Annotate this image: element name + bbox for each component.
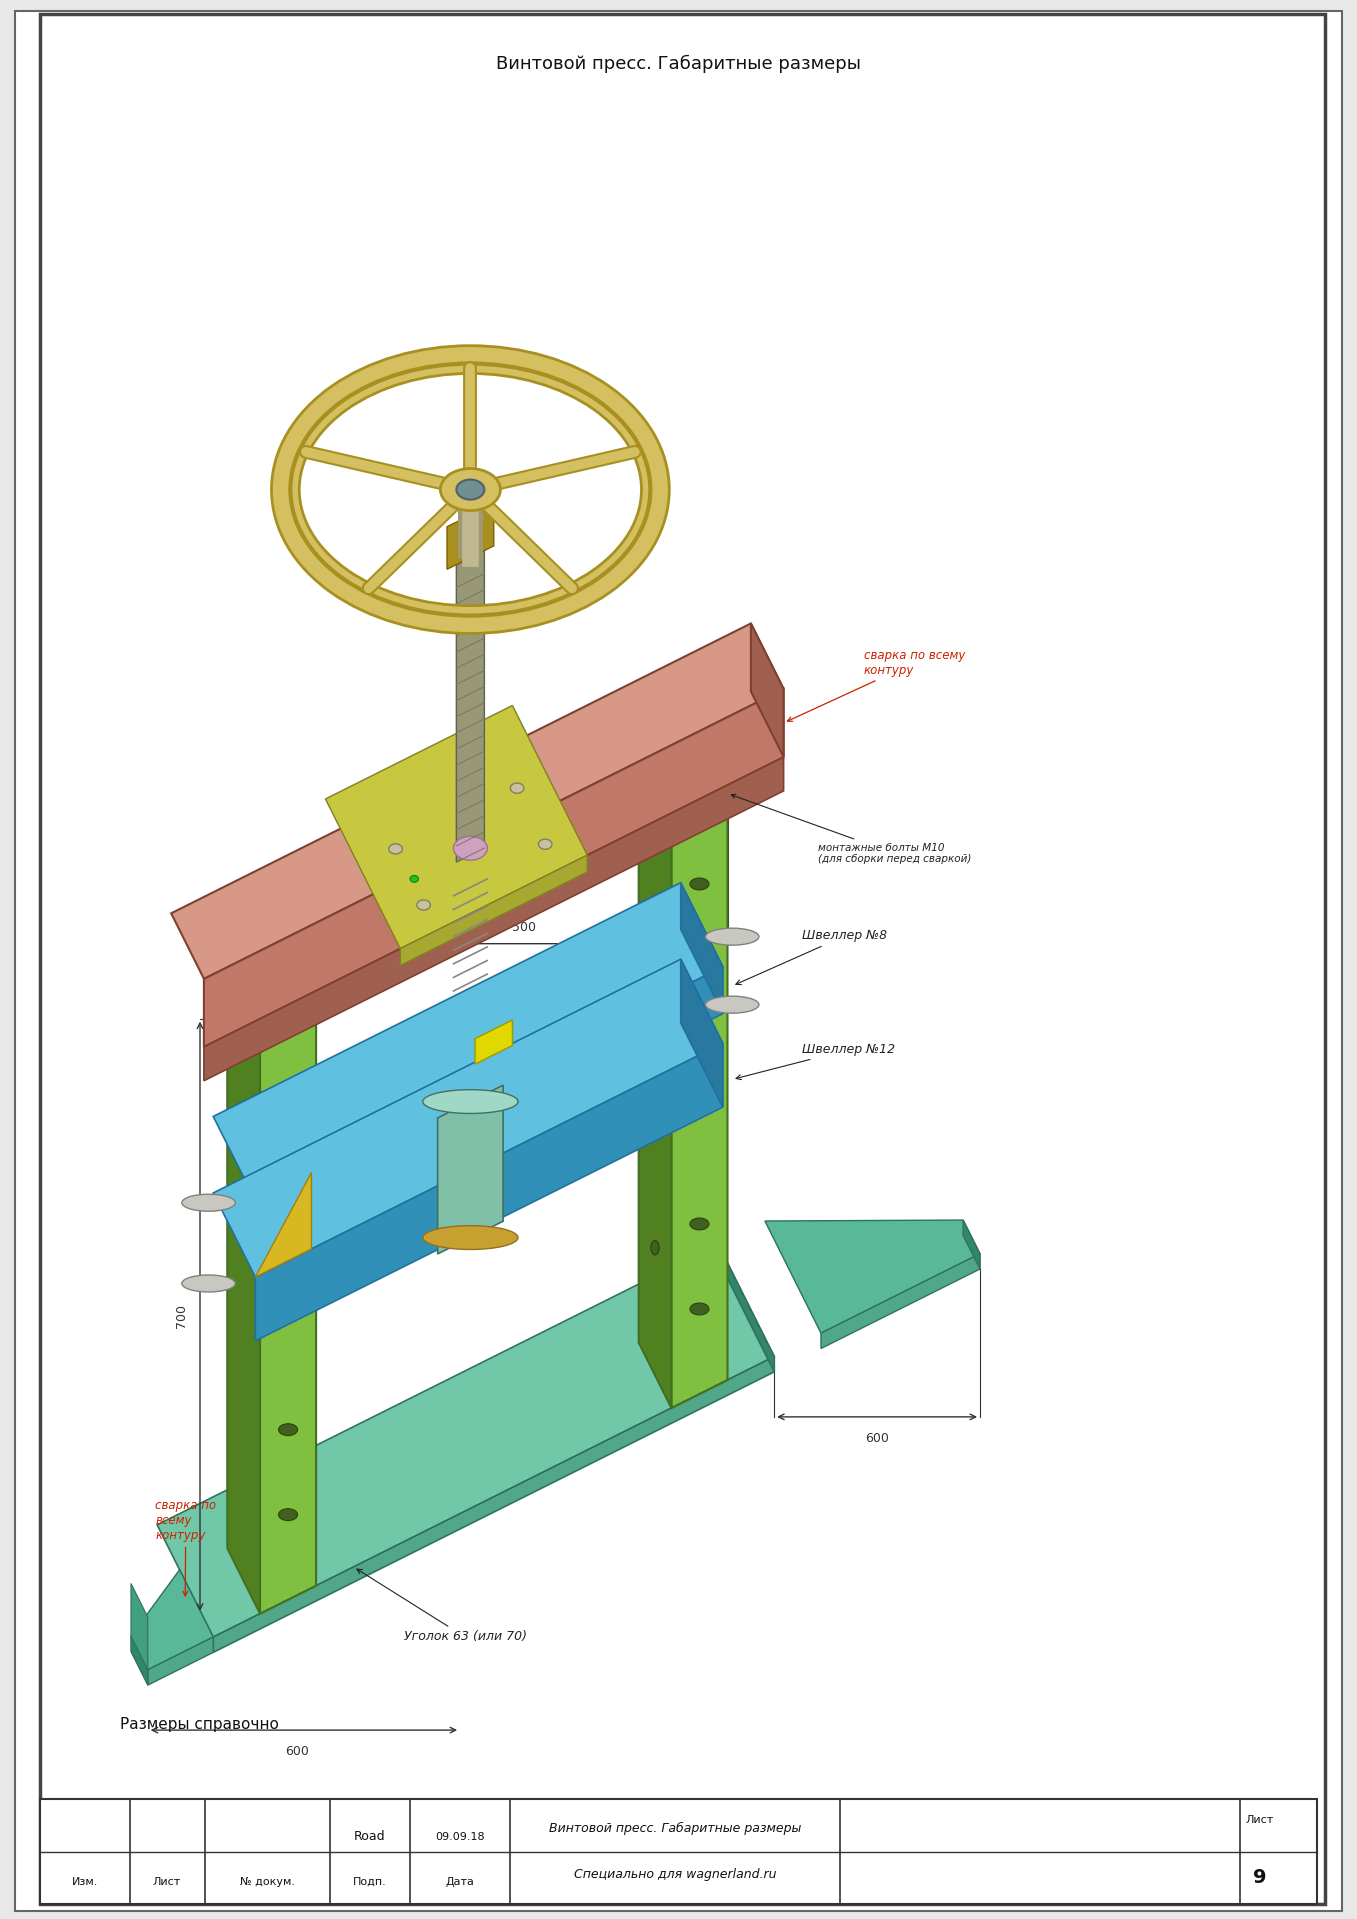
Polygon shape [672,785,727,1409]
Text: 600: 600 [285,1744,309,1758]
Text: сварка по всему
контуру: сварка по всему контуру [787,649,965,722]
Bar [39,1798,1318,1904]
Polygon shape [963,1220,980,1268]
Polygon shape [400,856,588,965]
Text: Швеллер №12: Швеллер №12 [735,1042,896,1080]
Ellipse shape [278,1508,297,1520]
Ellipse shape [182,1274,235,1291]
Polygon shape [639,748,672,1409]
Polygon shape [639,720,727,814]
Polygon shape [204,689,783,1046]
Text: Уголок 63 (или 70): Уголок 63 (или 70) [357,1570,527,1643]
Ellipse shape [388,844,403,854]
Polygon shape [148,1637,213,1685]
Polygon shape [326,706,588,948]
Ellipse shape [423,1090,518,1113]
Ellipse shape [651,816,660,829]
Polygon shape [132,1637,148,1685]
Text: № докум.: № докум. [239,1877,294,1886]
Text: 500: 500 [512,921,536,935]
Ellipse shape [182,1194,235,1211]
Text: Дата: Дата [445,1877,475,1886]
Polygon shape [446,503,494,570]
Polygon shape [765,1220,980,1334]
Polygon shape [255,1173,311,1278]
Text: Подп.: Подп. [353,1877,387,1886]
Ellipse shape [441,468,501,510]
Ellipse shape [278,1169,297,1180]
Polygon shape [227,954,261,1614]
Polygon shape [171,624,783,979]
Polygon shape [132,1570,213,1670]
Ellipse shape [510,783,524,793]
Ellipse shape [689,1219,708,1230]
Ellipse shape [706,996,759,1013]
Ellipse shape [278,1015,297,1029]
Text: 09.09.18: 09.09.18 [436,1831,484,1842]
Polygon shape [681,960,723,1107]
Text: Лист: Лист [1246,1815,1274,1825]
Polygon shape [255,967,723,1247]
Polygon shape [213,883,723,1201]
Text: Road: Road [354,1831,385,1842]
Polygon shape [681,883,723,1013]
Polygon shape [227,925,316,1019]
Text: Швеллер №8: Швеллер №8 [735,929,887,984]
Ellipse shape [706,929,759,946]
Polygon shape [718,1244,775,1372]
Ellipse shape [423,1226,518,1249]
Text: Специально для wagnerland.ru: Специально для wagnerland.ru [574,1867,776,1881]
Text: монтажные болты М10
(для сборки перед сваркой): монтажные болты М10 (для сборки перед св… [731,794,970,864]
Polygon shape [255,1044,723,1341]
Ellipse shape [278,1084,297,1096]
Text: сварка по
всему
контуру: сварка по всему контуру [155,1499,216,1597]
Polygon shape [157,1244,775,1637]
Text: Лист: Лист [153,1877,180,1886]
Ellipse shape [689,810,708,821]
Text: 700: 700 [175,1305,189,1328]
Polygon shape [261,990,316,1614]
Polygon shape [821,1253,980,1349]
Ellipse shape [278,1424,297,1435]
Text: Изм.: Изм. [72,1877,98,1886]
Polygon shape [132,1583,148,1670]
Ellipse shape [456,480,484,499]
Ellipse shape [410,875,418,883]
Ellipse shape [539,839,552,850]
Text: Винтовой пресс. Габаритные размеры: Винтовой пресс. Габаритные размеры [495,56,860,73]
Polygon shape [456,551,484,862]
Polygon shape [750,624,783,756]
Text: 9: 9 [1254,1869,1266,1886]
Polygon shape [213,960,723,1278]
Ellipse shape [417,900,430,910]
Polygon shape [438,1086,503,1253]
Text: Размеры справочно: Размеры справочно [119,1716,280,1731]
Ellipse shape [689,963,708,975]
Text: 120: 120 [277,956,300,969]
Ellipse shape [689,879,708,890]
Ellipse shape [689,1303,708,1315]
Ellipse shape [453,837,487,860]
Text: Винтовой пресс. Габаритные размеры: Винтовой пресс. Габаритные размеры [548,1821,801,1835]
Ellipse shape [651,1242,660,1255]
Ellipse shape [651,986,660,1000]
Polygon shape [213,1357,775,1652]
Polygon shape [204,756,783,1080]
Polygon shape [475,1021,513,1065]
Text: 600: 600 [866,1432,889,1445]
